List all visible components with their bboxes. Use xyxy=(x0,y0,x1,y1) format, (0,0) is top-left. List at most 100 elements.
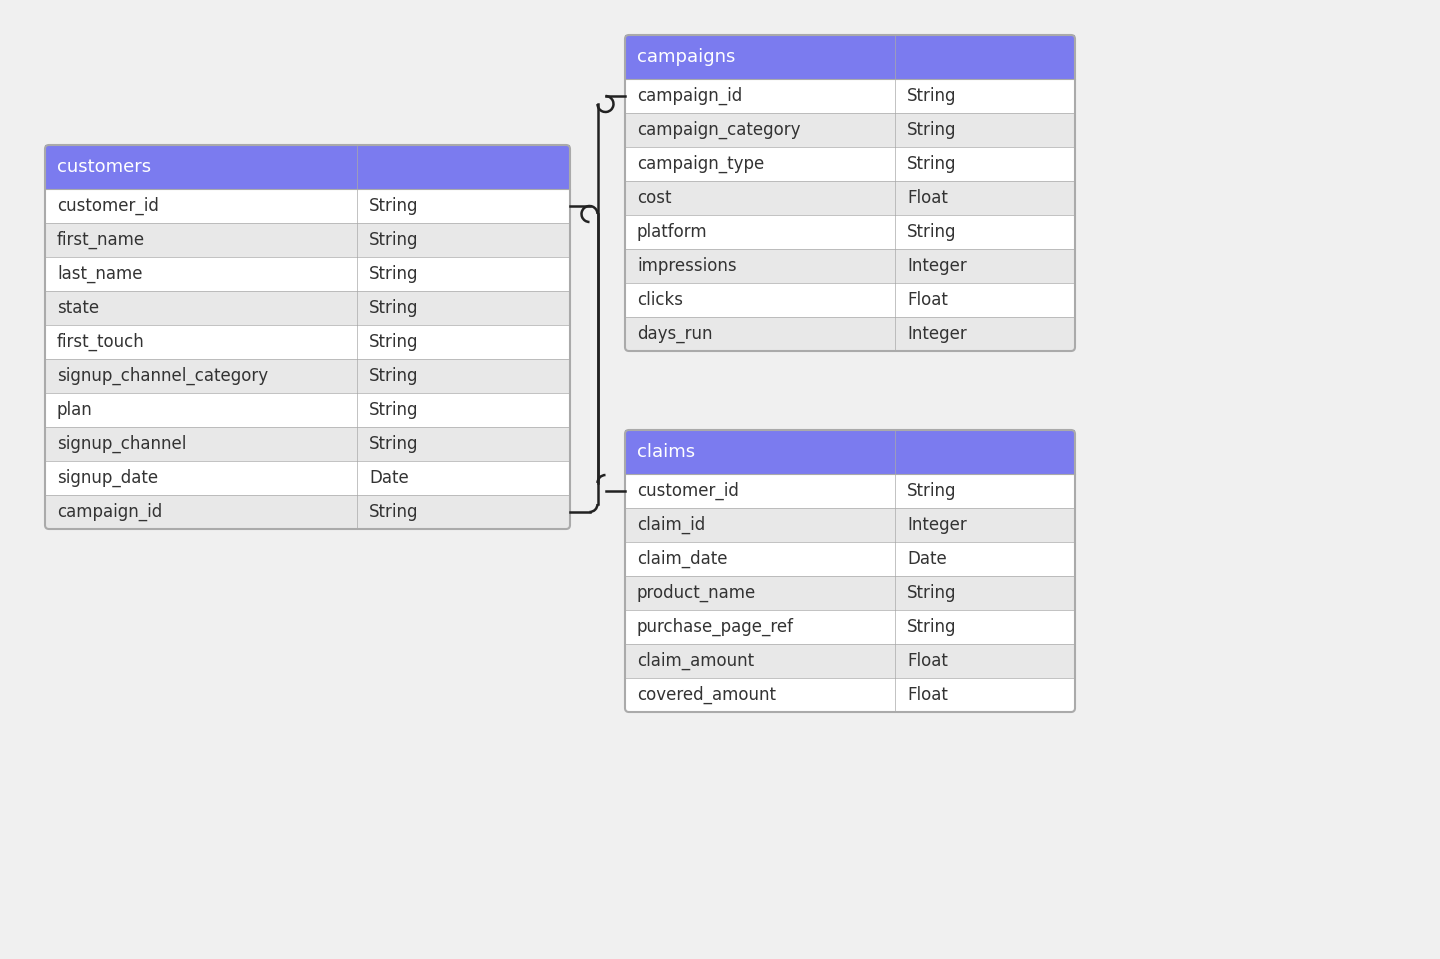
Text: days_run: days_run xyxy=(636,325,713,343)
Bar xyxy=(357,461,570,495)
Text: platform: platform xyxy=(636,223,707,241)
Bar xyxy=(625,542,896,576)
Bar xyxy=(625,283,896,317)
Text: state: state xyxy=(58,299,99,317)
Bar xyxy=(896,317,1076,351)
Bar xyxy=(625,113,896,147)
Bar xyxy=(896,79,1076,113)
Text: campaign_category: campaign_category xyxy=(636,121,801,139)
Bar xyxy=(896,678,1076,712)
Bar xyxy=(357,427,570,461)
Bar xyxy=(625,35,1076,79)
Text: covered_amount: covered_amount xyxy=(636,686,776,704)
Text: campaign_id: campaign_id xyxy=(636,87,742,105)
Text: Float: Float xyxy=(907,189,948,207)
Text: last_name: last_name xyxy=(58,265,143,283)
Bar xyxy=(45,223,357,257)
Bar xyxy=(625,317,896,351)
Text: product_name: product_name xyxy=(636,584,756,602)
Bar xyxy=(357,393,570,427)
Bar xyxy=(45,359,357,393)
Text: String: String xyxy=(370,401,419,419)
Bar xyxy=(357,291,570,325)
Text: String: String xyxy=(907,121,956,139)
Bar xyxy=(896,113,1076,147)
Text: signup_channel: signup_channel xyxy=(58,434,186,454)
Text: claims: claims xyxy=(636,443,696,461)
Text: claim_date: claim_date xyxy=(636,550,727,568)
Bar xyxy=(357,495,570,529)
Bar xyxy=(357,189,570,223)
Text: String: String xyxy=(907,87,956,105)
Text: String: String xyxy=(907,482,956,500)
Bar xyxy=(625,508,896,542)
Bar xyxy=(625,474,896,508)
Bar xyxy=(896,181,1076,215)
Bar xyxy=(357,257,570,291)
Bar xyxy=(896,576,1076,610)
Bar xyxy=(896,508,1076,542)
Bar xyxy=(45,495,357,529)
Text: String: String xyxy=(370,435,419,453)
Text: signup_channel_category: signup_channel_category xyxy=(58,367,268,386)
Bar xyxy=(45,189,357,223)
Text: Integer: Integer xyxy=(907,257,966,275)
Text: purchase_page_ref: purchase_page_ref xyxy=(636,618,793,636)
Bar xyxy=(625,610,896,644)
Text: claim_amount: claim_amount xyxy=(636,652,755,670)
Bar xyxy=(625,181,896,215)
Text: String: String xyxy=(370,503,419,521)
Text: String: String xyxy=(907,155,956,173)
Bar xyxy=(357,359,570,393)
Text: String: String xyxy=(370,367,419,385)
Text: String: String xyxy=(370,265,419,283)
Bar xyxy=(625,576,896,610)
Text: String: String xyxy=(370,333,419,351)
Bar xyxy=(45,325,357,359)
Text: customers: customers xyxy=(58,158,151,176)
Bar xyxy=(896,542,1076,576)
Text: Date: Date xyxy=(370,469,409,487)
Text: customer_id: customer_id xyxy=(636,481,739,501)
Bar xyxy=(357,223,570,257)
Text: impressions: impressions xyxy=(636,257,737,275)
Text: Date: Date xyxy=(907,550,946,568)
Text: String: String xyxy=(370,197,419,215)
Text: first_touch: first_touch xyxy=(58,333,145,351)
Bar xyxy=(45,427,357,461)
Bar xyxy=(45,145,570,189)
Bar xyxy=(45,291,357,325)
Bar xyxy=(625,147,896,181)
Bar xyxy=(896,610,1076,644)
Text: Float: Float xyxy=(907,652,948,670)
Text: claim_id: claim_id xyxy=(636,516,706,534)
Text: first_name: first_name xyxy=(58,231,145,249)
Text: String: String xyxy=(907,223,956,241)
Bar xyxy=(45,257,357,291)
Text: Float: Float xyxy=(907,686,948,704)
Bar xyxy=(896,249,1076,283)
Bar xyxy=(896,644,1076,678)
Text: String: String xyxy=(370,299,419,317)
Text: Integer: Integer xyxy=(907,516,966,534)
Bar xyxy=(45,393,357,427)
Text: clicks: clicks xyxy=(636,291,683,309)
Text: campaign_type: campaign_type xyxy=(636,154,765,174)
Bar xyxy=(625,249,896,283)
Bar xyxy=(896,283,1076,317)
Text: campaigns: campaigns xyxy=(636,48,736,66)
Text: plan: plan xyxy=(58,401,92,419)
Text: String: String xyxy=(907,618,956,636)
Bar xyxy=(625,678,896,712)
Text: cost: cost xyxy=(636,189,671,207)
Bar xyxy=(625,430,1076,474)
Bar xyxy=(896,147,1076,181)
Bar xyxy=(357,325,570,359)
Bar xyxy=(625,215,896,249)
Bar xyxy=(896,474,1076,508)
Text: String: String xyxy=(370,231,419,249)
Bar xyxy=(625,644,896,678)
Text: campaign_id: campaign_id xyxy=(58,503,163,521)
Text: Float: Float xyxy=(907,291,948,309)
Bar xyxy=(896,215,1076,249)
